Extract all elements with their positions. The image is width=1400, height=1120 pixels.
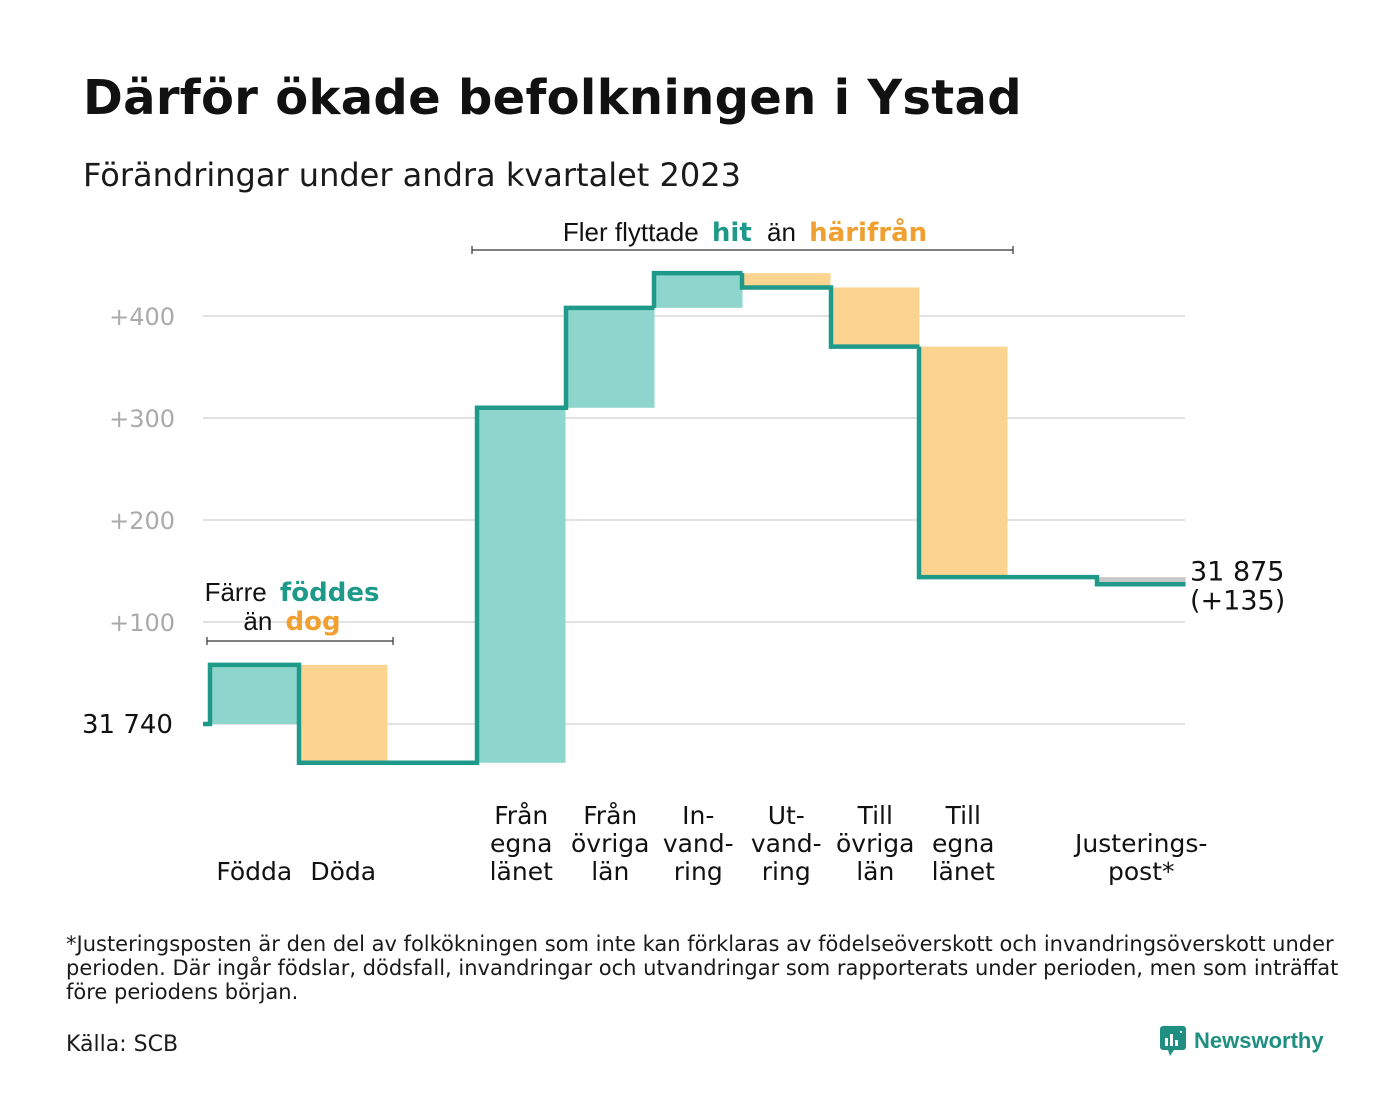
category-label: Justerings- bbox=[1073, 829, 1207, 858]
births-annotation: Färre föddes än dog bbox=[205, 577, 394, 645]
chart-subtitle: Förändringar under andra kvartalet 2023 bbox=[83, 156, 741, 194]
category-label: Till bbox=[945, 801, 981, 830]
category-label: övriga bbox=[836, 829, 915, 858]
bar-increase bbox=[477, 407, 566, 763]
bar-decrease bbox=[299, 664, 388, 763]
y-tick-label: +200 bbox=[109, 507, 175, 535]
bars bbox=[210, 273, 1186, 763]
brand-name: Newsworthy bbox=[1194, 1028, 1324, 1053]
category-label: In- bbox=[682, 801, 714, 830]
newsworthy-logo-icon bbox=[1160, 1026, 1186, 1056]
migration-annotation: Fler flyttade hit än härifrån bbox=[471, 216, 1014, 254]
bar-decrease bbox=[831, 287, 920, 347]
bar-increase bbox=[210, 664, 299, 724]
category-label: vand- bbox=[751, 829, 822, 858]
bar-decrease bbox=[919, 346, 1008, 578]
deaths-annotation-word: dog bbox=[286, 607, 341, 637]
category-label: Döda bbox=[310, 857, 376, 886]
births-bracket bbox=[206, 637, 394, 645]
gridlines bbox=[203, 315, 1185, 725]
category-label: Ut- bbox=[768, 801, 805, 830]
category-label: ring bbox=[762, 857, 811, 886]
running-total-line bbox=[203, 270, 1186, 766]
start-value-label: 31 740 bbox=[82, 710, 173, 740]
category-label: Födda bbox=[216, 857, 292, 886]
category-label: Till bbox=[857, 801, 893, 830]
migration-annotation-middle: än bbox=[767, 217, 796, 247]
running-total-path bbox=[203, 270, 1186, 766]
deaths-annotation-prefix: än bbox=[243, 606, 272, 636]
bar-decrease bbox=[742, 273, 831, 288]
footnote: *Justeringsposten är den del av folkökni… bbox=[66, 932, 1339, 1004]
births-annotation-prefix: Färre bbox=[205, 577, 267, 607]
migration-annotation-harifran: härifrån bbox=[809, 216, 927, 248]
bar-adjustment bbox=[1097, 577, 1186, 585]
source-label: Källa: SCB bbox=[66, 1032, 179, 1057]
category-label: post* bbox=[1108, 857, 1175, 886]
svg-text:Fler flyttade hit: Fler flyttade hit än härifrån bbox=[563, 216, 927, 248]
end-value-label: 31 875 bbox=[1190, 556, 1284, 587]
migration-annotation-hit: hit bbox=[712, 218, 752, 248]
migration-bracket bbox=[471, 246, 1014, 254]
y-tick-label: +400 bbox=[109, 303, 175, 331]
svg-text:än dog: än dog bbox=[243, 606, 340, 637]
end-change-label: (+135) bbox=[1190, 585, 1285, 616]
category-label: Från bbox=[494, 801, 548, 830]
category-label: länet bbox=[490, 857, 553, 886]
category-label: länet bbox=[932, 857, 995, 886]
births-annotation-word: föddes bbox=[280, 578, 380, 608]
category-label: egna bbox=[490, 829, 552, 858]
category-label: ring bbox=[674, 857, 723, 886]
brand-logo[interactable]: Newsworthy bbox=[1160, 1026, 1324, 1056]
y-tick-label: +100 bbox=[109, 609, 175, 637]
svg-text:Färre föddes: Färre föddes bbox=[205, 577, 380, 608]
category-label: län bbox=[856, 857, 894, 886]
category-label: Från bbox=[583, 801, 637, 830]
category-label: egna bbox=[932, 829, 994, 858]
migration-annotation-prefix: Fler flyttade bbox=[563, 217, 699, 247]
bar-increase bbox=[654, 273, 743, 308]
category-label: övriga bbox=[571, 829, 650, 858]
chart-title: Därför ökade befolkningen i Ystad bbox=[83, 70, 1022, 126]
category-label: län bbox=[591, 857, 629, 886]
bar-increase bbox=[566, 307, 655, 408]
category-label: vand- bbox=[663, 829, 734, 858]
y-tick-label: +300 bbox=[109, 405, 175, 433]
